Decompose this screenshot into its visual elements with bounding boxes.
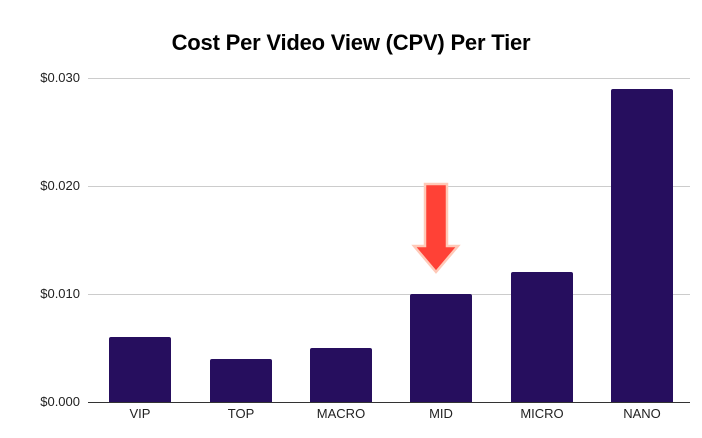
bar-macro — [310, 348, 372, 402]
y-axis-tick-label: $0.000 — [40, 394, 80, 409]
x-axis-tick-label: MICRO — [520, 406, 564, 421]
y-axis-tick-label: $0.010 — [40, 286, 80, 301]
x-axis-tick-label: MACRO — [316, 406, 366, 421]
gridline — [88, 78, 690, 79]
y-axis-tick-label: $0.030 — [40, 70, 80, 85]
x-axis-baseline — [88, 402, 690, 403]
y-axis-tick-label: $0.020 — [40, 178, 80, 193]
bar-nano — [611, 89, 673, 402]
bar-micro — [511, 272, 573, 402]
down-arrow-icon — [411, 182, 461, 274]
x-axis-tick-label: NANO — [623, 406, 661, 421]
bar-top — [210, 359, 272, 402]
gridline — [88, 186, 690, 187]
x-axis-tick-label: MID — [429, 406, 453, 421]
gridline — [88, 294, 690, 295]
bar-vip — [109, 337, 171, 402]
x-axis-tick-label: VIP — [129, 406, 151, 421]
x-axis-tick-label: TOP — [227, 406, 255, 421]
chart-title: Cost Per Video View (CPV) Per Tier — [171, 30, 531, 55]
bar-mid — [410, 294, 472, 402]
